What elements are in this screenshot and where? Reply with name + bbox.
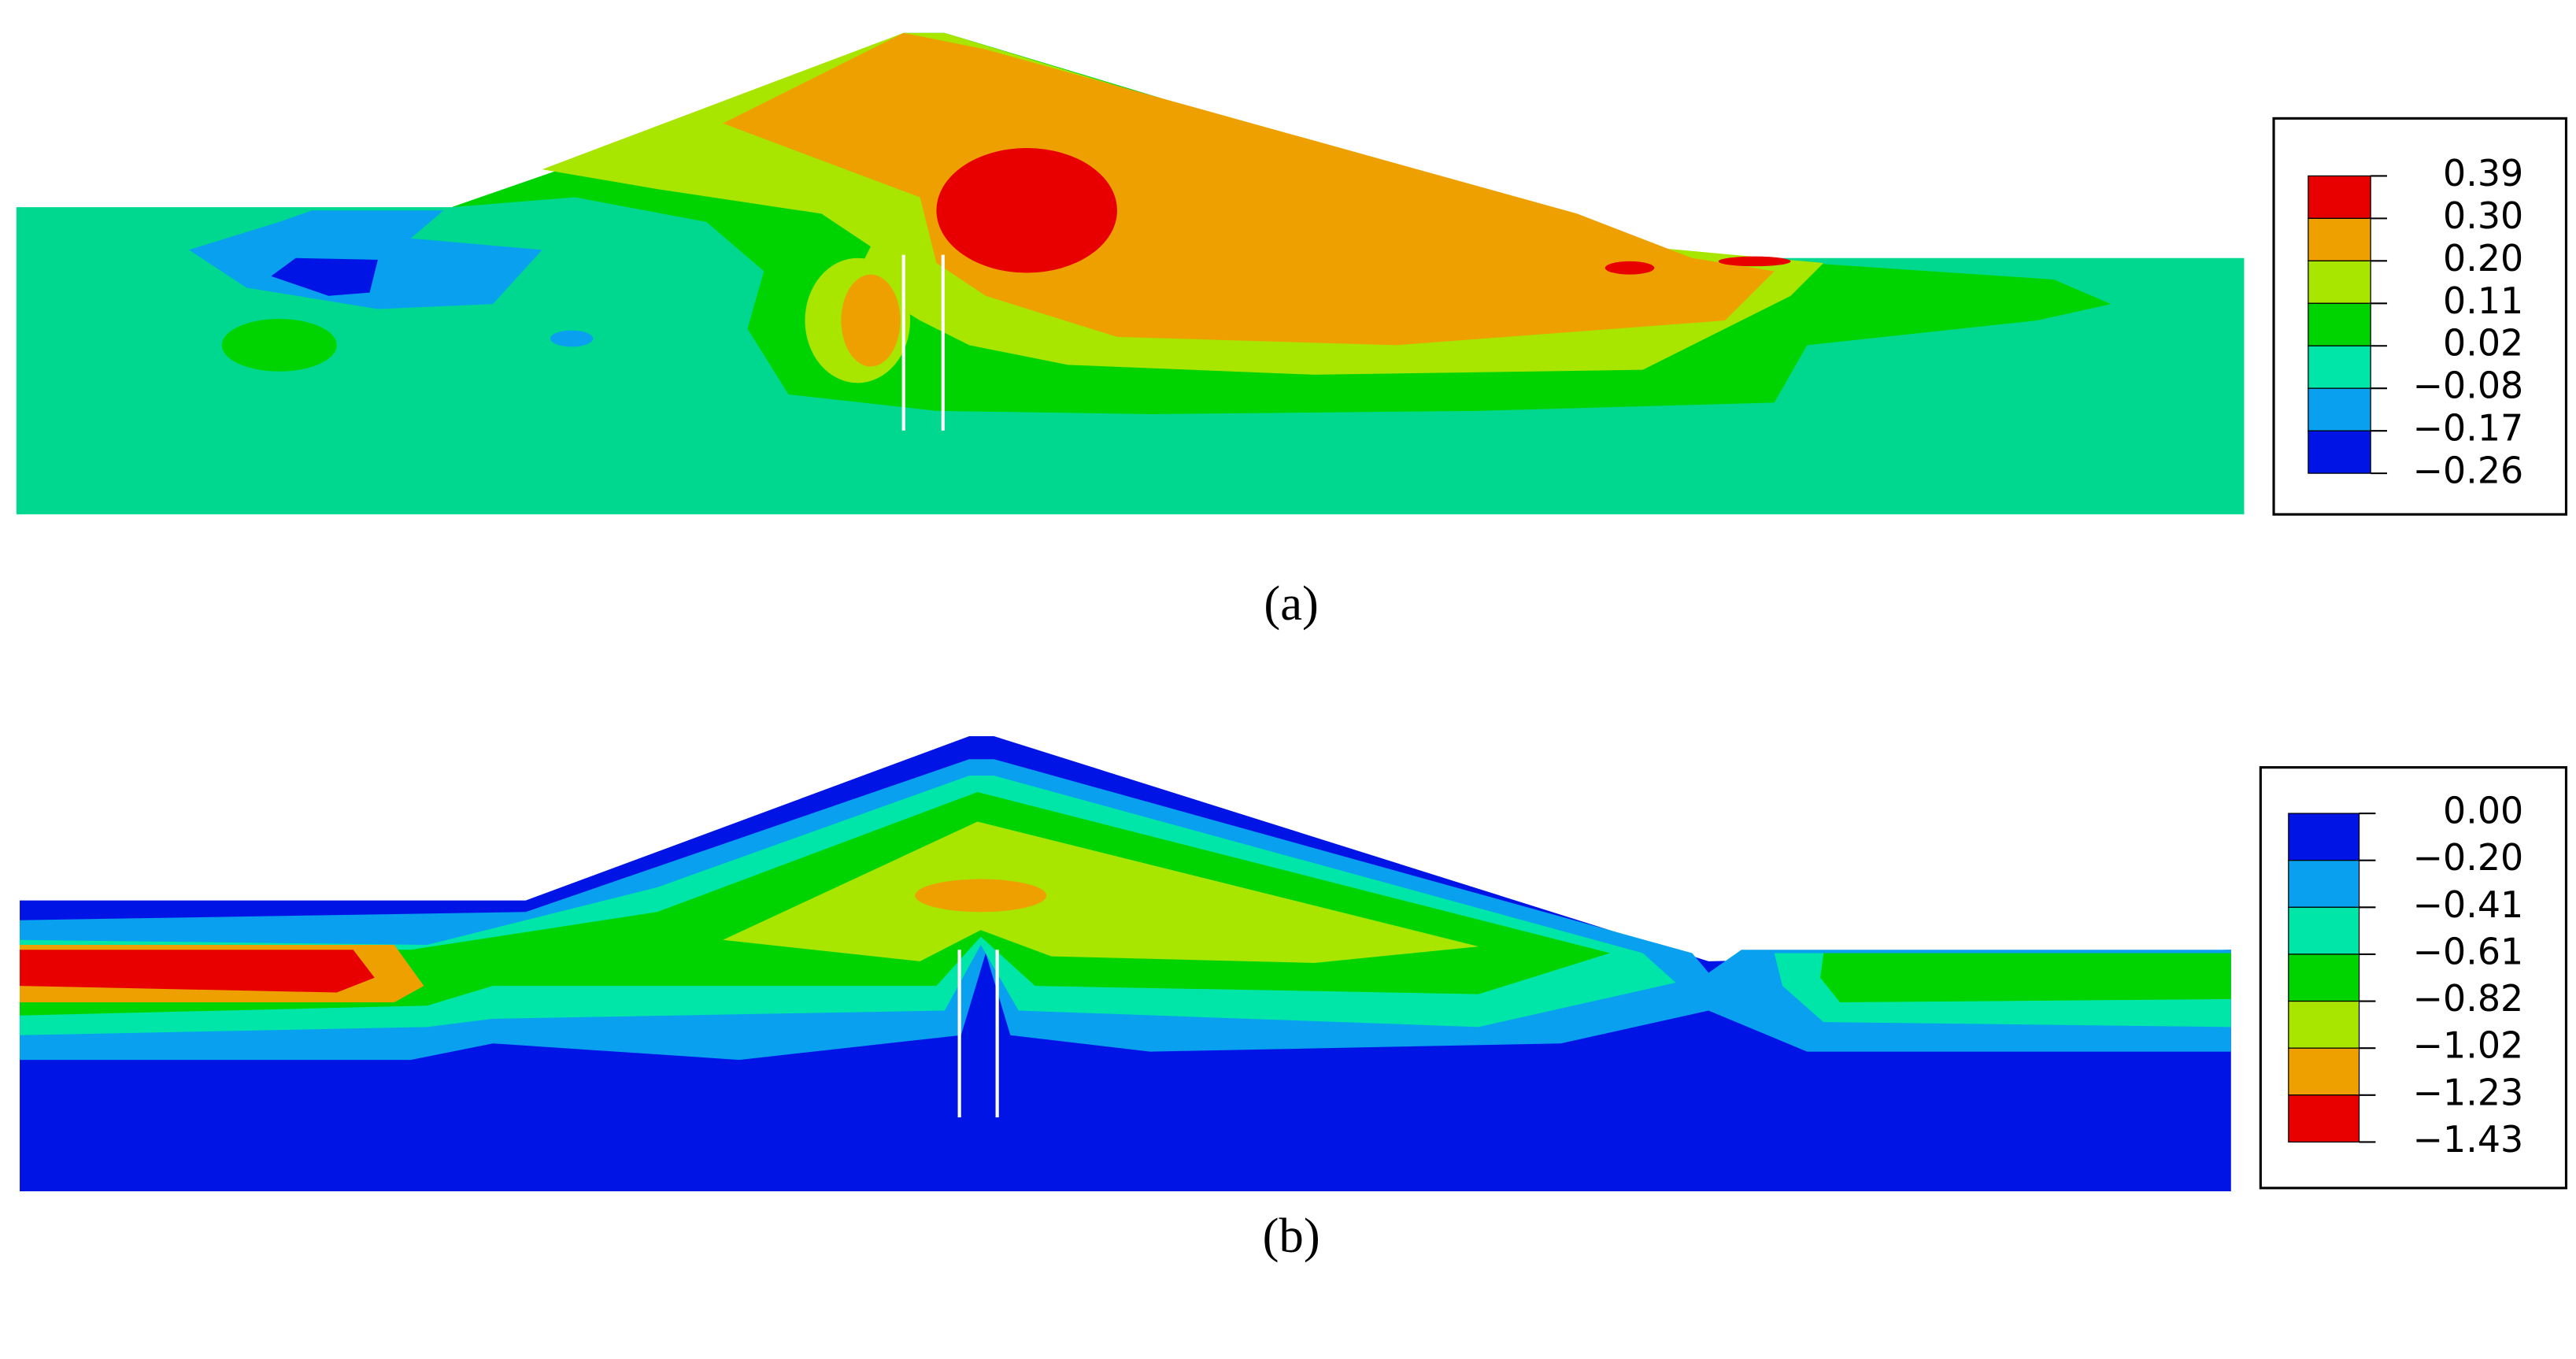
legend-label: −1.43 — [2413, 1118, 2524, 1161]
legend-label: −0.82 — [2413, 977, 2524, 1020]
caption: (b) — [1263, 1208, 1320, 1263]
legend-swatch — [2288, 1000, 2360, 1049]
legend-swatch — [2308, 260, 2371, 304]
legend-swatch — [2288, 954, 2360, 1002]
legend-label: 0.11 — [2443, 280, 2523, 322]
legend-label: −0.20 — [2413, 836, 2524, 879]
legend-swatch — [2308, 387, 2371, 431]
legend-swatch — [2308, 175, 2371, 219]
contour-plot-a — [16, 32, 2245, 515]
legend-swatch — [2288, 1094, 2360, 1143]
legend-swatch — [2288, 813, 2360, 861]
legend-swatch — [2308, 430, 2371, 474]
legend-swatch — [2308, 302, 2371, 346]
legend-swatch — [2308, 217, 2371, 261]
legend-swatch — [2288, 906, 2360, 955]
legend-swatch — [2288, 860, 2360, 908]
caption: (a) — [1264, 576, 1318, 631]
legend-label: −0.17 — [2413, 407, 2524, 450]
legend-label: −0.26 — [2413, 450, 2524, 492]
legend-swatch — [2288, 1047, 2360, 1096]
legend-label: −0.61 — [2413, 930, 2524, 972]
legend-label: −0.41 — [2413, 883, 2524, 926]
legend-label: 0.20 — [2443, 237, 2523, 280]
legend-label: 0.39 — [2443, 152, 2523, 194]
legend-label: −1.02 — [2413, 1024, 2524, 1067]
legend-label: 0.02 — [2443, 322, 2523, 365]
legend-label: 0.00 — [2443, 790, 2523, 832]
contour-plot-b — [20, 735, 2231, 1192]
legend-label: −1.23 — [2413, 1071, 2524, 1113]
legend-swatch — [2308, 345, 2371, 389]
legend-label: −0.08 — [2413, 365, 2524, 407]
legend-label: 0.30 — [2443, 194, 2523, 237]
